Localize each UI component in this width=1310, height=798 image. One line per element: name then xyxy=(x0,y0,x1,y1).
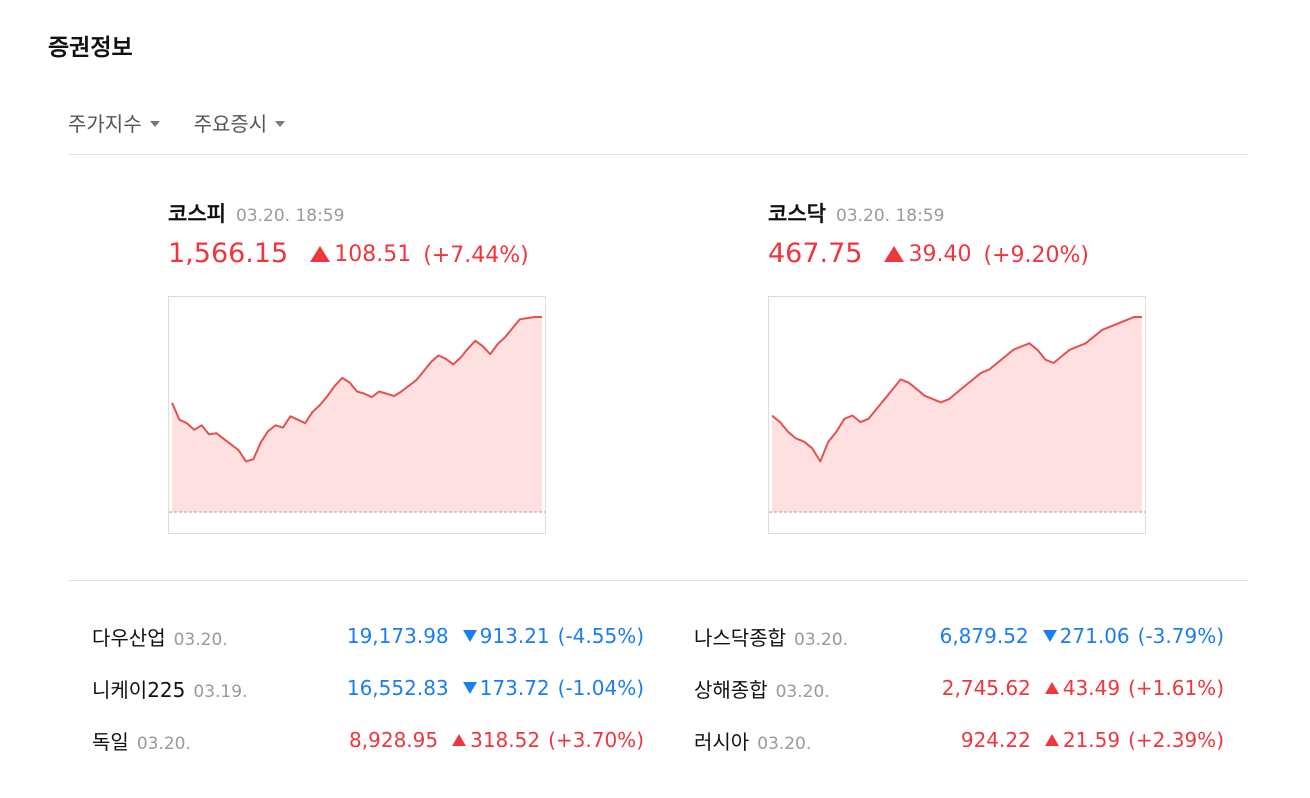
market-row-nikkei[interactable]: 니케이225 03.19. 16,552.83 173.72 (-1.04%) xyxy=(92,672,644,704)
index-value: 467.75 xyxy=(768,238,863,269)
tab-major-markets-label: 주요증시 xyxy=(193,112,268,136)
market-row-nasdaq[interactable]: 나스닥종합 03.20. 6,879.52 271.06 (-3.79%) xyxy=(694,620,1224,652)
index-change: 39.40 xyxy=(908,241,972,267)
index-name: 코스피 xyxy=(168,202,226,226)
market-value: 16,552.83 xyxy=(346,676,449,700)
triangle-up-icon xyxy=(452,734,467,746)
market-date: 03.20. xyxy=(173,629,228,650)
market-change: 271.06 xyxy=(1059,624,1130,648)
market-change: 43.49 xyxy=(1062,676,1121,700)
tab-stock-index[interactable]: 주가지수 xyxy=(68,108,160,137)
market-rate: (+3.70%) xyxy=(548,728,644,752)
market-row-germany[interactable]: 독일 03.20. 8,928.95 318.52 (+3.70%) xyxy=(92,724,644,756)
index-rate: (+9.20%) xyxy=(983,243,1089,268)
index-name: 코스닥 xyxy=(768,202,826,226)
market-change: 318.52 xyxy=(470,728,541,752)
divider xyxy=(68,580,1248,581)
market-rate: (-1.04%) xyxy=(557,676,644,700)
market-rate: (-4.55%) xyxy=(557,624,644,648)
market-date: 03.20. xyxy=(775,681,830,702)
market-name: 다우산업 xyxy=(92,625,166,650)
market-date: 03.20. xyxy=(757,733,812,754)
chart-kospi-svg xyxy=(169,316,545,513)
page-title: 증권정보 xyxy=(48,35,133,61)
market-row-russia[interactable]: 러시아 03.20. 924.22 21.59 (+2.39%) xyxy=(694,724,1224,756)
market-date: 03.20. xyxy=(136,733,191,754)
chart-area xyxy=(172,317,542,512)
market-name: 독일 xyxy=(92,729,129,754)
market-row-shanghai[interactable]: 상해종합 03.20. 2,745.62 43.49 (+1.61%) xyxy=(694,672,1224,704)
market-date: 03.19. xyxy=(193,681,248,702)
triangle-down-icon xyxy=(462,682,477,694)
triangle-up-icon xyxy=(310,246,331,262)
market-value: 924.22 xyxy=(960,728,1031,752)
chart-kospi[interactable] xyxy=(168,296,546,534)
triangle-down-icon xyxy=(1042,630,1057,642)
market-row-dow[interactable]: 다우산업 03.20. 19,173.98 913.21 (-4.55%) xyxy=(92,620,644,652)
market-value: 6,879.52 xyxy=(939,624,1029,648)
market-value: 2,745.62 xyxy=(941,676,1031,700)
market-change: 173.72 xyxy=(479,676,550,700)
index-change: 108.51 xyxy=(334,241,412,267)
market-name: 니케이225 xyxy=(92,677,186,702)
triangle-up-icon xyxy=(884,246,905,262)
market-value: 8,928.95 xyxy=(349,728,439,752)
index-value: 1,566.15 xyxy=(168,238,289,269)
chart-area xyxy=(772,317,1142,512)
market-change: 21.59 xyxy=(1062,728,1121,752)
index-tabs: 주가지수 주요증시 xyxy=(68,108,286,137)
market-date: 03.20. xyxy=(794,629,849,650)
index-time: 03.20. 18:59 xyxy=(835,206,945,226)
market-name: 나스닥종합 xyxy=(694,625,786,650)
market-rate: (+2.39%) xyxy=(1128,728,1224,752)
chart-kosdaq-svg xyxy=(769,316,1145,513)
chart-line xyxy=(171,316,542,463)
triangle-up-icon xyxy=(1044,682,1059,694)
index-time: 03.20. 18:59 xyxy=(235,206,345,226)
index-kospi[interactable]: 코스피 03.20. 18:59 1,566.15 108.51 (+7.44%… xyxy=(168,198,529,269)
caret-down-icon xyxy=(275,120,286,127)
market-change: 913.21 xyxy=(479,624,550,648)
index-rate: (+7.44%) xyxy=(423,243,529,268)
market-value: 19,173.98 xyxy=(346,624,449,648)
index-kosdaq[interactable]: 코스닥 03.20. 18:59 467.75 39.40 (+9.20%) xyxy=(768,198,1089,269)
divider xyxy=(68,154,1248,155)
caret-down-icon xyxy=(149,120,160,127)
market-name: 상해종합 xyxy=(694,677,768,702)
market-rate: (-3.79%) xyxy=(1137,624,1224,648)
tab-stock-index-label: 주가지수 xyxy=(68,112,142,136)
market-rate: (+1.61%) xyxy=(1128,676,1224,700)
tab-major-markets[interactable]: 주요증시 xyxy=(194,108,286,137)
chart-kosdaq[interactable] xyxy=(768,296,1146,534)
chart-line xyxy=(771,316,1142,463)
market-name: 러시아 xyxy=(694,729,750,754)
triangle-up-icon xyxy=(1044,734,1059,746)
triangle-down-icon xyxy=(462,630,477,642)
